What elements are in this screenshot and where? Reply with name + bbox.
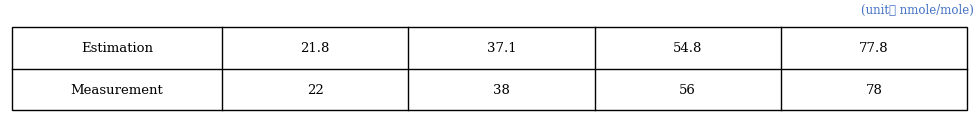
Text: 22: 22 xyxy=(306,83,323,96)
Text: Measurement: Measurement xyxy=(70,83,163,96)
Text: 78: 78 xyxy=(865,83,881,96)
Text: Estimation: Estimation xyxy=(81,42,153,55)
Text: (unit： nmole/mole): (unit： nmole/mole) xyxy=(861,3,973,16)
Text: 38: 38 xyxy=(493,83,510,96)
Text: 21.8: 21.8 xyxy=(300,42,330,55)
Bar xyxy=(12,28,966,110)
Text: 77.8: 77.8 xyxy=(859,42,888,55)
Text: 56: 56 xyxy=(679,83,695,96)
Text: 54.8: 54.8 xyxy=(673,42,702,55)
Text: 37.1: 37.1 xyxy=(486,42,515,55)
